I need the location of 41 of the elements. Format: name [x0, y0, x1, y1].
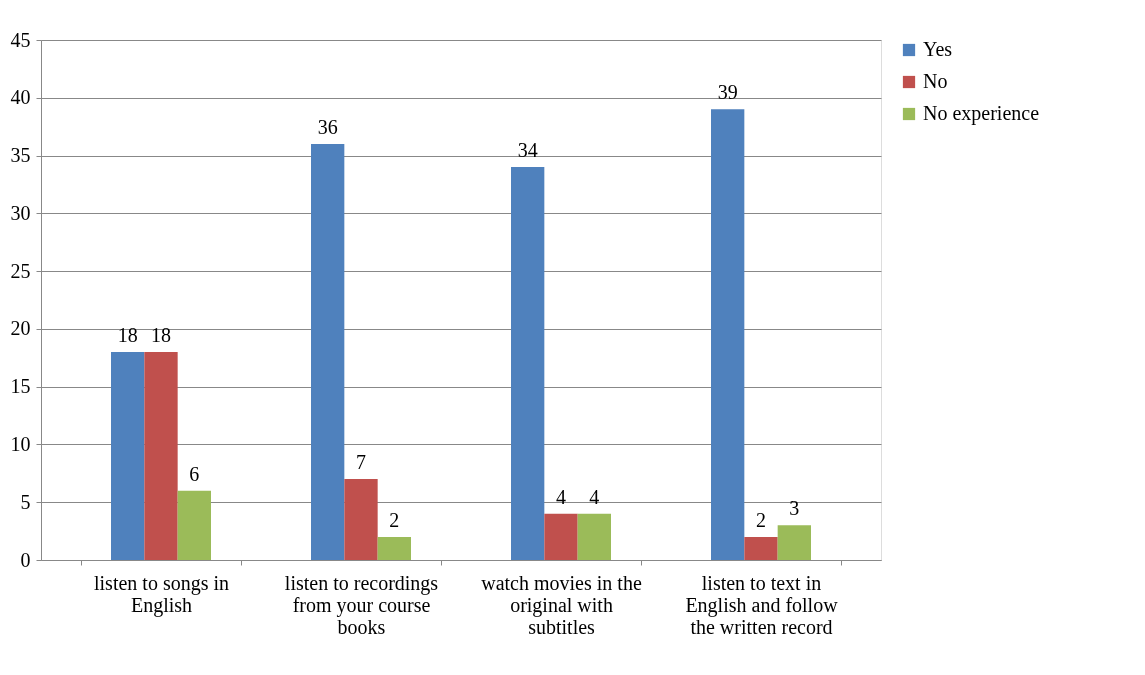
- data-label: 6: [189, 462, 200, 485]
- legend-label: No: [923, 70, 948, 92]
- bar: [344, 479, 378, 560]
- y-tick-label: 5: [20, 490, 31, 513]
- legend-label: No experience: [923, 102, 1040, 125]
- legend-label: Yes: [923, 38, 953, 60]
- data-label: 18: [117, 324, 138, 346]
- data-label: 2: [756, 508, 766, 531]
- bar: [711, 109, 745, 560]
- data-label: 4: [589, 485, 600, 508]
- data-label: 36: [317, 116, 338, 138]
- data-label: 2: [389, 508, 400, 531]
- bar: [144, 352, 178, 560]
- y-tick-label: 40: [10, 86, 31, 109]
- data-label: 34: [517, 139, 538, 162]
- y-tick-label: 25: [10, 259, 31, 282]
- y-tick-label: 30: [10, 201, 31, 224]
- y-tick-label: 45: [10, 28, 31, 51]
- data-label: 18: [151, 324, 171, 346]
- x-tick-label: watch movies in the original with subtitles: [481, 571, 642, 638]
- x-tick-label: listen to text in English and follow the written record: [685, 571, 839, 638]
- y-tick-label: 35: [10, 144, 31, 167]
- bar: [744, 536, 778, 560]
- bar: [544, 513, 578, 560]
- y-tick-label: 0: [20, 548, 31, 571]
- bar: [511, 167, 545, 560]
- bar: [111, 352, 145, 560]
- data-label: 4: [556, 485, 566, 508]
- bar: [177, 490, 211, 560]
- x-tick-label: listen to recordings from your course books: [284, 571, 439, 638]
- data-label: 7: [356, 451, 366, 474]
- y-tick-label: 20: [10, 317, 31, 340]
- bar: [311, 144, 345, 560]
- bar: [777, 525, 811, 560]
- y-tick-label: 15: [10, 375, 31, 398]
- x-tick-label: listen to songs in English: [93, 571, 230, 617]
- bar: [377, 536, 411, 560]
- bar: [577, 513, 611, 560]
- data-label: 39: [717, 81, 738, 104]
- y-tick-label: 10: [10, 432, 31, 455]
- data-label: 3: [789, 497, 800, 520]
